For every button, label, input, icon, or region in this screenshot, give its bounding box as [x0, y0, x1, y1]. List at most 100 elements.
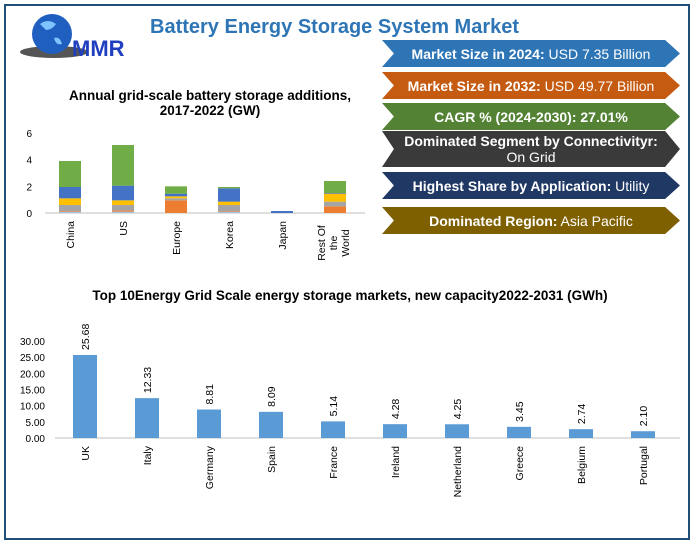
data-label: 12.33 [142, 367, 154, 393]
x-tick-label: US [118, 221, 130, 236]
bar-segment [324, 181, 346, 193]
bar-segment [112, 205, 134, 211]
x-tick-label: Portugal [638, 446, 650, 485]
bar-segment [218, 188, 240, 202]
x-tick-label: France [328, 446, 340, 479]
bar [73, 354, 97, 438]
y-tick-label: 20.00 [20, 369, 45, 380]
bar-segment [112, 200, 134, 205]
bar [135, 398, 159, 438]
y-tick-label: 0 [26, 209, 32, 220]
highlight-label: Highest Share by Application: [412, 177, 612, 194]
x-tick-label: Japan [277, 221, 289, 250]
bar-segment [59, 198, 81, 205]
y-tick-label: 5.00 [26, 418, 46, 429]
globe-icon [32, 14, 72, 54]
bar-segment [59, 211, 81, 212]
bar-segment [165, 196, 187, 199]
bar [445, 424, 469, 438]
x-tick-label: Germany [204, 445, 216, 489]
bar-segment [59, 211, 81, 213]
data-label: 25.68 [80, 324, 92, 350]
y-tick-label: 6 [26, 129, 32, 140]
highlight-banner: Dominated Segment by Connectivityr: On Gr… [382, 131, 680, 167]
highlight-banner: CAGR % (2024-2030): 27.01% [382, 103, 680, 130]
logo-text: MMR [72, 36, 125, 61]
highlight-label: Market Size in 2032: [407, 77, 541, 94]
bar-segment [218, 205, 240, 211]
bar-segment [165, 186, 187, 194]
highlight-value: On Grid [506, 149, 556, 165]
stacked-bar-chart: 0 2 4 6 China US Europe Korea Japan Rest OftheWor… [26, 129, 365, 261]
chart1-title: Annual grid-scale battery storage additi… [68, 88, 352, 118]
x-tick-label: Ireland [390, 446, 402, 478]
bar [569, 429, 593, 438]
bar [383, 424, 407, 438]
bar-segment [324, 193, 346, 202]
page-title: Battery Energy Storage System Market [150, 16, 520, 38]
x-tick-label: Netherland [452, 446, 464, 498]
data-label: 8.81 [204, 384, 216, 405]
data-label: 3.45 [514, 401, 526, 422]
bar-segment [165, 193, 187, 197]
bar-segment [271, 211, 293, 213]
highlight-banner: Highest Share by Application: Utility [382, 172, 680, 199]
data-label: 4.25 [452, 399, 464, 420]
y-tick-label: 4 [26, 156, 32, 167]
highlight-banner: Market Size in 2032: USD 49.77 Billion [382, 72, 680, 99]
x-tick-label: Rest OftheWorld [316, 225, 352, 261]
data-label: 4.28 [390, 399, 402, 420]
chart2-title: Top 10Energy Grid Scale energy storage m… [92, 288, 608, 303]
bar-segment [324, 193, 346, 194]
y-tick-label: 15.00 [20, 386, 45, 397]
bar-segment [165, 198, 187, 201]
y-tick-label: 2 [26, 182, 32, 193]
bar-segment [112, 145, 134, 186]
bar [321, 421, 345, 438]
bar-segment [324, 206, 346, 213]
bar-segment [218, 211, 240, 212]
highlight-label: CAGR % (2024-2030): 27.01% [434, 108, 628, 125]
bar-chart: 0.00 5.00 10.00 15.00 20.00 25.00 30.00 25.68 UK… [20, 324, 680, 498]
x-tick-label: Italy [142, 445, 154, 465]
y-tick-label: 25.00 [20, 353, 45, 364]
bar-segment [218, 211, 240, 213]
bar-segment [112, 185, 134, 201]
highlight-value: USD 49.77 Billion [540, 77, 655, 94]
bar-segment [324, 201, 346, 207]
x-tick-label: Belgium [576, 446, 588, 484]
bar [259, 411, 283, 438]
data-label: 8.09 [266, 386, 278, 407]
bar-segment [59, 161, 81, 187]
bar-segment [218, 201, 240, 205]
x-tick-label: Greece [514, 446, 526, 481]
bar [631, 431, 655, 438]
bar-segment [112, 210, 134, 212]
mmr-logo: MMR [20, 14, 125, 61]
data-label: 5.14 [328, 396, 340, 417]
highlight-label: Market Size in 2024: [411, 45, 545, 62]
highlight-value: Utility [611, 177, 650, 194]
highlight-label: Dominated Region: [429, 212, 558, 229]
highlight-label: Dominated Segment by Connectivityr: [404, 133, 658, 149]
highlight-banner: Dominated Region: Asia Pacific [382, 207, 680, 234]
y-tick-label: 30.00 [20, 337, 45, 348]
x-tick-label: Europe [171, 221, 183, 255]
bar-segment [112, 211, 134, 213]
y-tick-label: 10.00 [20, 402, 45, 413]
y-tick-label: 0.00 [26, 434, 46, 445]
x-tick-label: China [65, 221, 77, 249]
x-tick-label: Spain [266, 446, 278, 473]
highlight-value: USD 7.35 Billion [544, 45, 651, 62]
highlight-banner: Market Size in 2024: USD 7.35 Billion [382, 40, 680, 67]
bar [507, 426, 531, 438]
x-tick-label: Korea [224, 221, 236, 249]
x-tick-label: UK [80, 446, 92, 461]
bar-segment [218, 187, 240, 189]
bar-segment [59, 187, 81, 199]
bar-segment [59, 205, 81, 211]
data-label: 2.74 [576, 404, 588, 425]
frame-border [4, 4, 690, 540]
bar [197, 409, 221, 438]
